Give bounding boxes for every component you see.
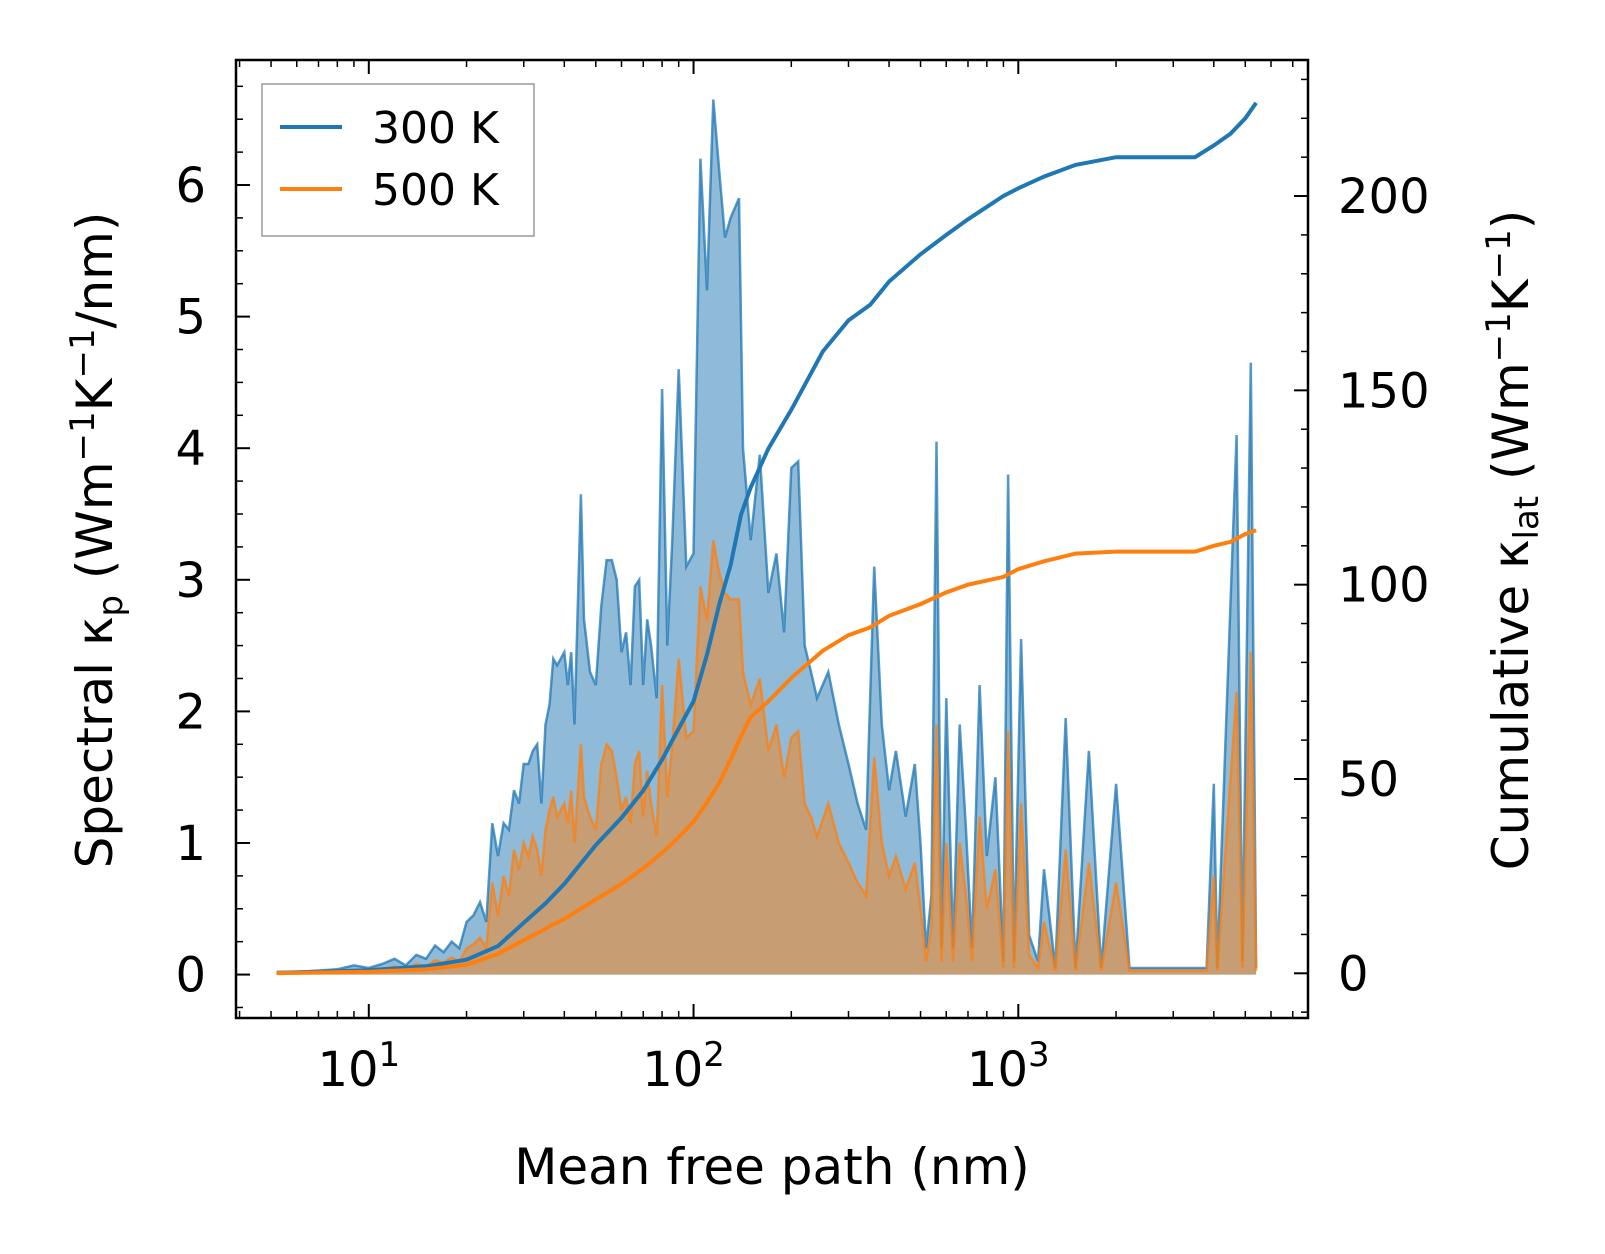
y-right-tick-label: 100 bbox=[1338, 558, 1430, 614]
legend-label-500k: 500 K bbox=[372, 165, 500, 216]
y-right-tick-label: 200 bbox=[1338, 169, 1430, 225]
plot-frame bbox=[234, 58, 1310, 1020]
spectral-line-500k bbox=[276, 540, 1258, 975]
y-left-tick-label: 2 bbox=[175, 684, 206, 740]
y-left-tick-label: 4 bbox=[175, 421, 206, 477]
y-left-axis-title: Spectral κp (Wm−1K−1/nm) bbox=[63, 212, 131, 869]
x-tick-label: 102 bbox=[642, 1035, 725, 1098]
legend: 300 K 500 K bbox=[261, 83, 535, 237]
series-layer bbox=[276, 99, 1258, 976]
y-left-tick-label: 5 bbox=[175, 290, 206, 346]
y-left-tick-label: 1 bbox=[175, 816, 206, 872]
cumulative-line-500k bbox=[276, 528, 1257, 976]
y-right-axis-title: Cumulative κlat (Wm−1K−1) bbox=[1479, 210, 1547, 870]
legend-label-300k: 300 K bbox=[372, 103, 500, 154]
ticks-layer: 101 102 103 0 1 2 3 4 5 6 0 50 100 150 200 bbox=[175, 60, 1430, 1098]
x-tick-label: 103 bbox=[967, 1035, 1050, 1098]
y-right-tick-label: 150 bbox=[1338, 363, 1430, 419]
legend-box bbox=[261, 83, 535, 237]
y-right-tick-label: 0 bbox=[1338, 946, 1369, 1002]
y-left-tick-label: 0 bbox=[175, 948, 206, 1004]
x-tick-label: 101 bbox=[317, 1035, 400, 1098]
cumulative-line-300k bbox=[276, 101, 1258, 975]
y-left-tick-label: 3 bbox=[175, 553, 206, 609]
y-left-tick-label: 6 bbox=[175, 158, 206, 214]
x-axis-title: Mean free path (nm) bbox=[514, 1138, 1030, 1196]
y-right-tick-label: 50 bbox=[1338, 752, 1399, 808]
spectral-line-300k bbox=[276, 99, 1258, 974]
